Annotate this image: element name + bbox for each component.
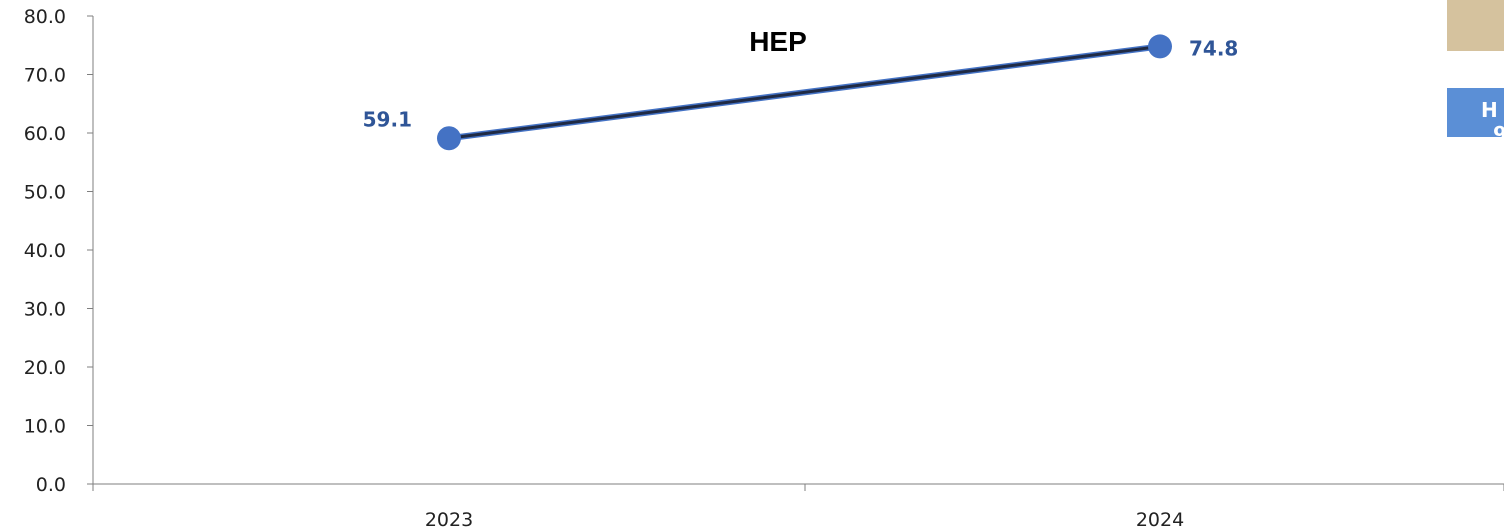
chart-title: HEP [749, 26, 807, 57]
y-tick-label: 20.0 [24, 357, 66, 379]
y-tick-label: 60.0 [24, 123, 66, 145]
side-box-top [1447, 0, 1504, 51]
y-tick-label: 70.0 [24, 65, 66, 87]
y-tick-label: 40.0 [24, 240, 66, 262]
data-point [437, 126, 461, 151]
side-box-text-line1: H [1481, 98, 1498, 122]
y-tick-label: 50.0 [24, 182, 66, 204]
side-box-text-line2: 9 [1493, 122, 1504, 137]
data-labels: 59.1 74.8 [363, 36, 1239, 131]
data-label: 74.8 [1189, 36, 1238, 60]
series-line-inner [447, 44, 1162, 140]
y-tick-label: 30.0 [24, 299, 66, 321]
series-line [446, 43, 1163, 142]
data-point [1148, 34, 1172, 59]
y-tick-label: 0.0 [36, 474, 66, 496]
x-tick-label: 2023 [425, 509, 473, 529]
data-points [437, 34, 1172, 151]
y-tick-label: 10.0 [24, 416, 66, 438]
y-tick-label: 80.0 [24, 6, 66, 28]
x-tick-label: 2024 [1136, 509, 1184, 529]
x-axis: 2023 2024 [92, 483, 1504, 529]
data-label: 59.1 [363, 107, 412, 131]
side-box-bottom: H 9 [1447, 88, 1504, 137]
y-axis: 0.0 10.0 20.0 30.0 40.0 50.0 60.0 70.0 80.0 [24, 6, 94, 496]
